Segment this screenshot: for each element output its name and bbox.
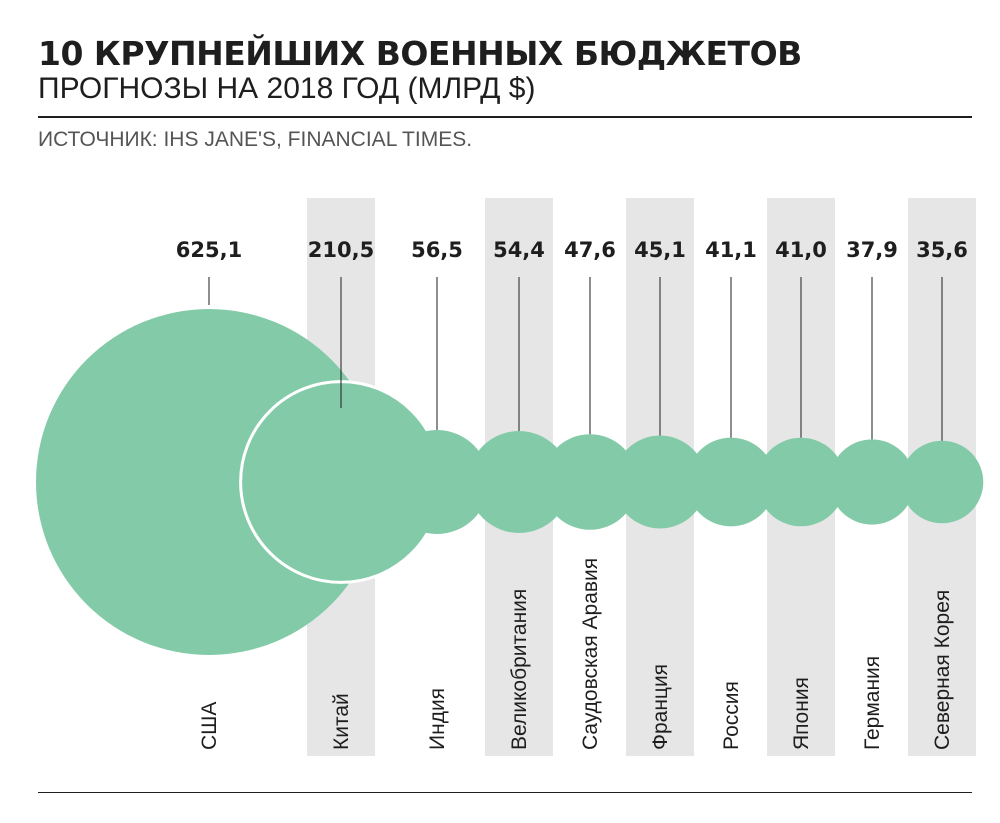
category-label: Индия — [426, 688, 449, 750]
bubble-7 — [756, 437, 846, 527]
chart-subtitle: ПРОГНОЗЫ НА 2018 ГОД (МЛРД $) — [38, 72, 536, 105]
category-label: Германия — [861, 656, 884, 750]
value-label: 47,6 — [564, 238, 616, 262]
chart-header: 10 КРУПНЕЙШИХ ВОЕННЫХ БЮДЖЕТОВ ПРОГНОЗЫ … — [38, 36, 972, 106]
bubble-5 — [613, 435, 707, 529]
category-label: Китай — [330, 693, 353, 750]
bottom-rule — [38, 792, 972, 793]
category-label: Великобритания — [508, 589, 531, 750]
source-note: ИСТОЧНИК: IHS JANE'S, FINANCIAL TIMES. — [38, 128, 473, 151]
category-label: Саудовская Аравия — [579, 558, 602, 750]
value-label: 45,1 — [634, 238, 686, 262]
bubble-8 — [829, 439, 915, 525]
bubble-2 — [384, 429, 490, 535]
value-label: 54,4 — [493, 238, 545, 262]
value-label: 625,1 — [176, 238, 242, 262]
value-label: 41,0 — [775, 238, 827, 262]
value-label: 56,5 — [411, 238, 463, 262]
category-label: Северная Корея — [931, 590, 954, 750]
bubble-9 — [900, 440, 984, 524]
category-label: Франция — [649, 664, 672, 750]
category-label: США — [198, 702, 221, 750]
value-label: 35,6 — [916, 238, 968, 262]
bubble-4 — [542, 434, 638, 530]
value-label: 37,9 — [846, 238, 898, 262]
bubble-6 — [686, 437, 776, 527]
category-label: Россия — [720, 681, 743, 750]
bubble-3 — [467, 430, 571, 534]
chart-title: 10 КРУПНЕЙШИХ ВОЕННЫХ БЮДЖЕТОВ — [38, 34, 802, 73]
category-label: Япония — [790, 677, 813, 750]
value-label: 210,5 — [308, 238, 374, 262]
value-label: 41,1 — [705, 238, 757, 262]
top-rule — [38, 116, 972, 118]
